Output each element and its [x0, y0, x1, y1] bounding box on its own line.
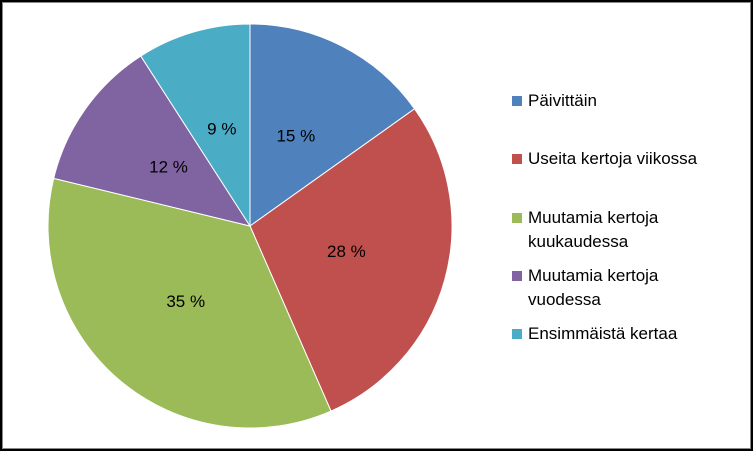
- legend-item: Useita kertoja viikossa: [512, 147, 727, 171]
- data-label: 28 %: [327, 242, 366, 261]
- pie-slice: [53, 55, 252, 227]
- legend-swatch: [512, 329, 522, 339]
- pie-slice: [249, 23, 416, 227]
- data-label: 9 %: [207, 120, 236, 139]
- legend-swatch: [512, 213, 522, 223]
- legend-swatch: [512, 271, 522, 281]
- pie-slice: [47, 177, 332, 429]
- legend-label: Muutamia kertoja vuodessa: [528, 266, 659, 309]
- legend-label: Muutamia kertoja kuukaudessa: [528, 208, 659, 251]
- legend-swatch: [512, 96, 522, 106]
- data-label: 15 %: [276, 127, 315, 146]
- legend-label: Useita kertoja viikossa: [528, 149, 698, 168]
- data-label: 35 %: [166, 292, 205, 311]
- legend-item: Päivittäin: [512, 89, 727, 113]
- legend-label: Päivittäin: [528, 91, 597, 110]
- legend-swatch: [512, 154, 522, 164]
- legend-item: Ensimmäistä kertaa: [512, 322, 727, 346]
- legend-label: Ensimmäistä kertaa: [528, 324, 678, 343]
- legend-item: Muutamia kertoja kuukaudessa: [512, 206, 727, 254]
- data-label: 12 %: [149, 157, 188, 176]
- pie-slice: [140, 23, 251, 228]
- pie-slice: [249, 108, 453, 412]
- legend-item: Muutamia kertoja vuodessa: [512, 264, 727, 312]
